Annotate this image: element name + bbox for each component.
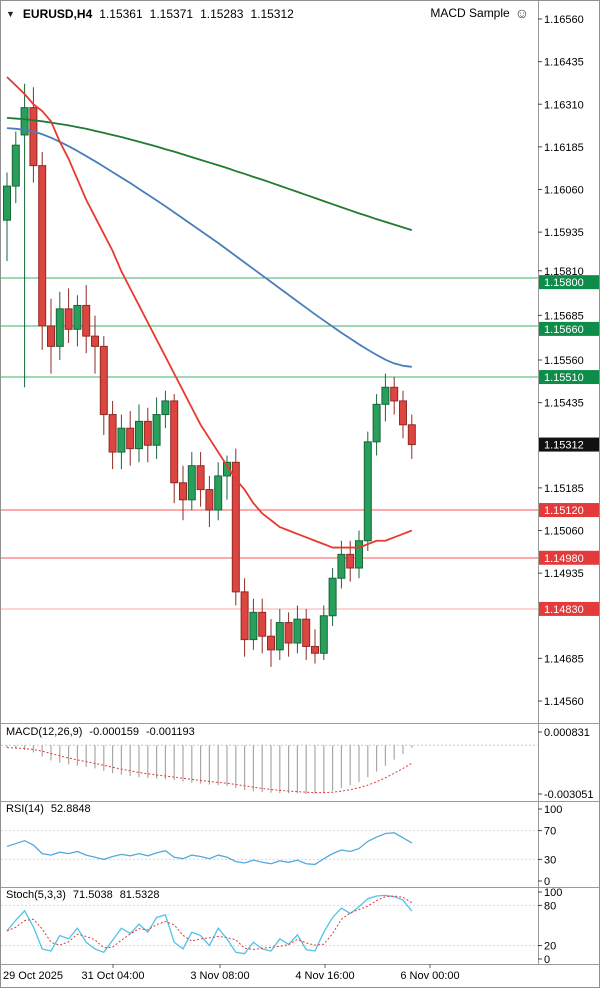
- svg-text:100: 100: [544, 887, 562, 899]
- chart-header: ▼ EURUSD,H4 1.15361 1.15371 1.15283 1.15…: [6, 7, 294, 21]
- svg-text:1.14685: 1.14685: [544, 653, 584, 665]
- svg-text:1.16435: 1.16435: [544, 57, 584, 69]
- stoch-k-value: 71.5038: [72, 889, 113, 901]
- rsi-value: 52.8848: [50, 803, 91, 815]
- svg-text:100: 100: [544, 804, 562, 816]
- svg-text:30: 30: [544, 854, 556, 866]
- rsi-label: RSI(14): [6, 803, 44, 815]
- svg-text:4 Nov 16:00: 4 Nov 16:00: [295, 970, 354, 982]
- ea-smiley-icon[interactable]: ☺: [514, 5, 529, 21]
- svg-text:1.14830: 1.14830: [544, 604, 584, 616]
- rsi-panel-header: RSI(14) 52.8848: [6, 803, 91, 815]
- svg-text:0.000831: 0.000831: [544, 727, 590, 739]
- chart-dropdown-arrow-icon[interactable]: ▼: [6, 9, 15, 19]
- macd-main-value: -0.000159: [89, 726, 139, 738]
- svg-text:6 Nov 00:00: 6 Nov 00:00: [400, 970, 459, 982]
- horizontal-lines-layer: [1, 277, 538, 610]
- time-axis[interactable]: [1, 964, 599, 987]
- expert-advisor-label: MACD Sample ☺: [430, 6, 529, 20]
- stoch-d-value: 81.5328: [119, 889, 160, 901]
- candles-layer: [3, 83, 416, 667]
- svg-text:1.14935: 1.14935: [544, 568, 584, 580]
- svg-text:80: 80: [544, 900, 556, 912]
- ea-name-label: MACD Sample: [430, 6, 510, 20]
- rsi-panel: 100 70 30 0: [1, 804, 562, 888]
- svg-text:1.15800: 1.15800: [544, 277, 584, 289]
- macd-panel-header: MACD(12,26,9) -0.000159 -0.001193: [6, 726, 195, 738]
- stoch-label: Stoch(5,3,3): [6, 889, 66, 901]
- macd-panel: 0.000831 -0.003051: [1, 727, 594, 801]
- ohlc-open-value: 1.15361: [99, 7, 143, 21]
- svg-text:3 Nov 08:00: 3 Nov 08:00: [190, 970, 249, 982]
- price-axis[interactable]: [538, 1, 599, 964]
- svg-text:1.15560: 1.15560: [544, 355, 584, 367]
- svg-text:1.16310: 1.16310: [544, 99, 584, 111]
- stoch-panel-header: Stoch(5,3,3) 71.5038 81.5328: [6, 889, 159, 901]
- svg-text:1.16560: 1.16560: [544, 14, 584, 26]
- svg-text:1.15185: 1.15185: [544, 483, 584, 495]
- svg-text:1.15510: 1.15510: [544, 372, 584, 384]
- ohlc-close-value: 1.15312: [250, 7, 294, 21]
- svg-text:1.15660: 1.15660: [544, 324, 584, 336]
- svg-text:1.15060: 1.15060: [544, 526, 584, 538]
- symbol-timeframe-label: EURUSD,H4: [22, 7, 93, 21]
- macd-signal-value: -0.001193: [145, 726, 195, 738]
- svg-text:1.15312: 1.15312: [544, 440, 584, 452]
- ohlc-low-value: 1.15283: [200, 7, 244, 21]
- moving-averages-layer: [6, 76, 413, 549]
- svg-text:1.14560: 1.14560: [544, 696, 584, 708]
- svg-text:-0.003051: -0.003051: [544, 789, 594, 801]
- svg-text:1.16060: 1.16060: [544, 185, 584, 197]
- macd-label: MACD(12,26,9): [6, 726, 83, 738]
- svg-text:1.15685: 1.15685: [544, 310, 584, 322]
- svg-text:0: 0: [544, 954, 550, 966]
- svg-text:20: 20: [544, 941, 556, 953]
- ohlc-high-value: 1.15371: [149, 7, 194, 21]
- svg-text:1.14980: 1.14980: [544, 553, 584, 565]
- time-axis-layer: 29 Oct 2025 31 Oct 04:00 3 Nov 08:00 4 Nov …: [3, 964, 460, 982]
- svg-text:1.15810: 1.15810: [544, 266, 584, 278]
- svg-text:31 Oct 04:00: 31 Oct 04:00: [82, 970, 145, 982]
- svg-text:1.15435: 1.15435: [544, 398, 584, 410]
- svg-text:1.15935: 1.15935: [544, 227, 584, 239]
- svg-text:1.15120: 1.15120: [544, 505, 584, 517]
- price-axis-layer: 1.16560 1.16435 1.16310 1.16185 1.16060 1.159…: [1, 1, 599, 965]
- svg-text:1.16185: 1.16185: [544, 142, 584, 154]
- svg-text:0: 0: [544, 876, 550, 888]
- svg-text:70: 70: [544, 826, 556, 838]
- svg-text:29 Oct 2025: 29 Oct 2025: [3, 970, 63, 982]
